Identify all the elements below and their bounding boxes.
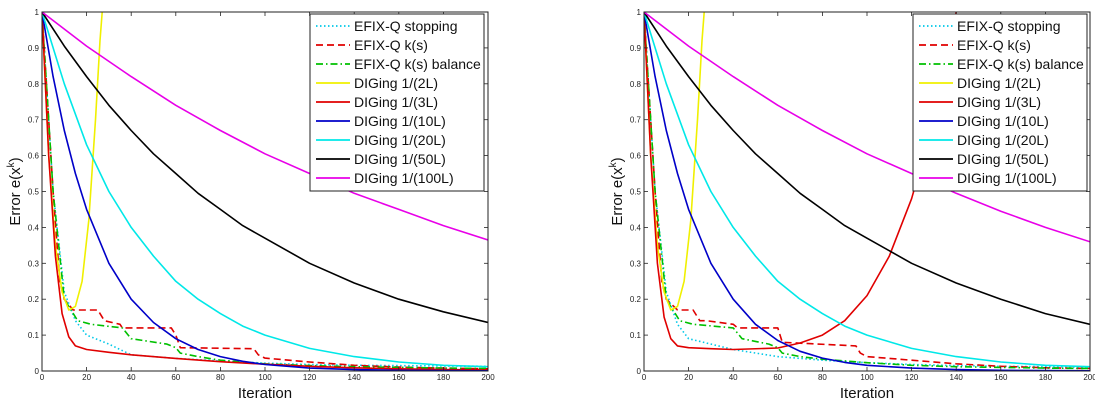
y-tick-label: 0.4 — [630, 223, 642, 232]
series-line-3 — [644, 11, 1090, 370]
y-tick-label: 0.6 — [630, 152, 642, 161]
x-axis-label: Iteration — [238, 385, 292, 400]
legend-label: DIGing 1/(10L) — [957, 113, 1049, 129]
legend-label: EFIX-Q k(s) balance — [354, 56, 481, 72]
y-tick-label: 1 — [35, 8, 40, 17]
legend-label: DIGing 1/(3L) — [354, 94, 438, 110]
series-line-5 — [644, 11, 957, 351]
x-tick-label: 180 — [1039, 373, 1053, 382]
legend-label: EFIX-Q k(s) — [354, 37, 428, 53]
legend-label: EFIX-Q stopping — [354, 18, 458, 34]
y-tick-label: 0.8 — [630, 80, 642, 89]
y-tick-label: 0 — [637, 367, 642, 376]
y-tick-label: 0.1 — [28, 331, 40, 340]
series-line-7 — [644, 11, 1090, 368]
x-tick-label: 120 — [303, 373, 317, 382]
y-tick-label: 0.1 — [630, 331, 642, 340]
series-line-2 — [42, 11, 488, 370]
x-tick-label: 200 — [481, 373, 495, 382]
y-axis-label: Error e(xk) — [6, 157, 24, 225]
x-tick-label: 20 — [82, 373, 91, 382]
x-tick-label: 100 — [860, 373, 874, 382]
legend-label: DIGing 1/(10L) — [354, 113, 446, 129]
legend: EFIX-Q stopping EFIX-Q k(s) EFIX-Q k(s) ba… — [912, 13, 1088, 192]
y-tick-label: 0.4 — [28, 223, 40, 232]
series-line-9 — [644, 11, 1090, 243]
x-tick-label: 120 — [905, 373, 919, 382]
y-tick-label: 0 — [35, 367, 40, 376]
series-line-8 — [42, 11, 488, 324]
legend: EFIX-Q stopping EFIX-Q k(s) EFIX-Q k(s) ba… — [309, 13, 485, 192]
series-line-6 — [644, 11, 1090, 371]
legend-label: DIGing 1/(2L) — [957, 75, 1041, 91]
y-tick-label: 0.5 — [28, 188, 40, 197]
legend-label: DIGing 1/(2L) — [354, 75, 438, 91]
legend-label: EFIX-Q k(s) — [957, 37, 1031, 53]
x-tick-label: 100 — [258, 373, 272, 382]
x-tick-label: 140 — [348, 373, 362, 382]
legend-label: EFIX-Q k(s) balance — [957, 56, 1084, 72]
y-tick-label: 0.9 — [28, 44, 40, 53]
y-tick-label: 0.3 — [28, 259, 40, 268]
y-tick-label: 0.7 — [630, 116, 642, 125]
x-axis-label: Iteration — [840, 385, 894, 400]
x-tick-label: 140 — [950, 373, 964, 382]
series-group — [644, 11, 1090, 371]
x-tick-label: 160 — [994, 373, 1008, 382]
y-tick-label: 0.8 — [28, 80, 40, 89]
series-line-7 — [42, 11, 488, 368]
x-tick-label: 160 — [392, 373, 406, 382]
x-tick-label: 20 — [684, 373, 693, 382]
legend-label: EFIX-Q stopping — [957, 18, 1061, 34]
y-tick-label: 0.5 — [630, 188, 642, 197]
x-tick-label: 60 — [773, 373, 782, 382]
x-tick-label: 80 — [216, 373, 225, 382]
x-tick-label: 200 — [1083, 373, 1095, 382]
series-group — [42, 11, 488, 371]
x-tick-label: 40 — [729, 373, 738, 382]
y-tick-label: 0.6 — [28, 152, 40, 161]
legend-label: DIGing 1/(20L) — [957, 132, 1049, 148]
legend-label: DIGing 1/(20L) — [354, 132, 446, 148]
x-tick-label: 180 — [437, 373, 451, 382]
chart-panel-1: 0 20 40 60 80 100 120 140 160 180 200 0 0.1 0.2 0.3 0.4… — [6, 8, 495, 400]
series-line-8 — [644, 11, 1090, 326]
x-tick-label: 80 — [818, 373, 827, 382]
x-tick-label: 40 — [127, 373, 136, 382]
legend-label: DIGing 1/(3L) — [957, 94, 1041, 110]
series-line-9 — [42, 11, 488, 241]
legend-label: DIGing 1/(100L) — [957, 170, 1057, 186]
series-line-3 — [42, 11, 488, 370]
y-tick-label: 0.3 — [630, 259, 642, 268]
chart-panel-2: 0 20 40 60 80 100 120 140 160 180 200 0 0.1 0.2 0.3 0.4… — [608, 8, 1095, 400]
y-tick-label: 0.2 — [28, 295, 40, 304]
y-tick-label: 0.2 — [630, 295, 642, 304]
y-tick-label: 0.9 — [630, 44, 642, 53]
y-tick-label: 0.7 — [28, 116, 40, 125]
y-tick-label: 1 — [637, 8, 642, 17]
legend-label: DIGing 1/(50L) — [957, 151, 1049, 167]
x-tick-label: 60 — [171, 373, 180, 382]
x-tick-label: 0 — [40, 373, 45, 382]
x-tick-label: 0 — [642, 373, 647, 382]
legend-label: DIGing 1/(50L) — [354, 151, 446, 167]
legend-label: DIGing 1/(100L) — [354, 170, 454, 186]
y-axis-label: Error e(xk) — [608, 157, 626, 225]
series-line-5 — [42, 11, 488, 371]
series-line-6 — [42, 11, 488, 371]
